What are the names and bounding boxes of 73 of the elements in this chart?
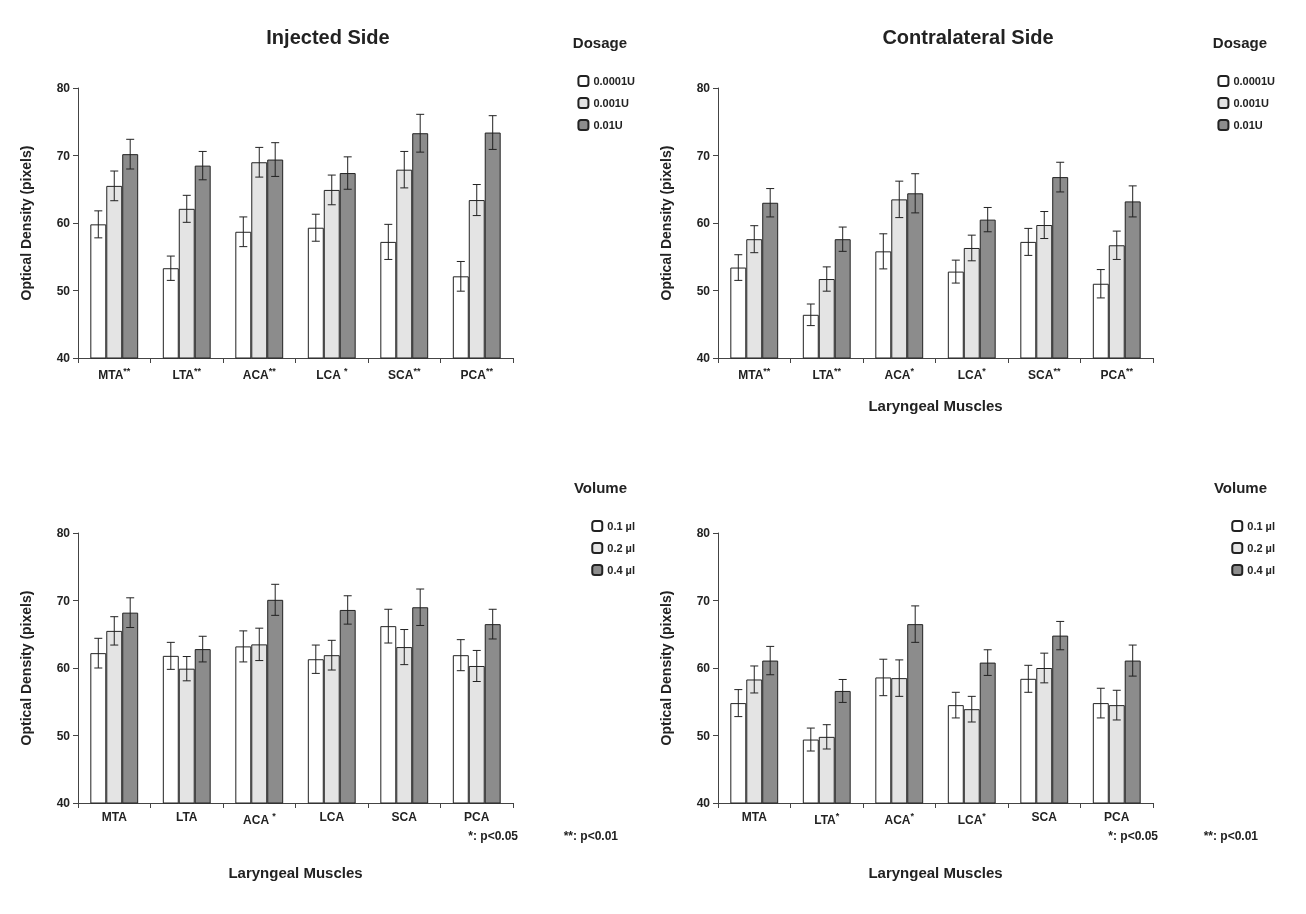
legend-label: 0.4 µl bbox=[1247, 564, 1276, 576]
y-tick-label: 40 bbox=[56, 351, 71, 365]
legend-title: Dosage bbox=[1212, 34, 1267, 51]
y-tick-label: 60 bbox=[56, 661, 71, 675]
y-tick-label: 60 bbox=[696, 661, 711, 675]
y-tick-label: 80 bbox=[56, 81, 71, 95]
x-tick-label: PCA bbox=[1104, 810, 1130, 824]
text: **: p<0.01 bbox=[1203, 829, 1259, 843]
y-tick-label: 50 bbox=[696, 283, 711, 298]
y-tick-label: 70 bbox=[56, 593, 71, 608]
x-tick-label: LTA** bbox=[812, 365, 842, 382]
x-tick-label: MTA** bbox=[98, 365, 131, 382]
legend-label: 0.2 µl bbox=[1247, 542, 1276, 554]
x-tick-label: LCA* bbox=[957, 810, 987, 827]
legend-label: 0.0001U bbox=[1233, 75, 1276, 87]
y-axis-title: Optical Density (pixels) bbox=[18, 590, 34, 746]
x-tick-label: PCA** bbox=[460, 365, 494, 382]
x-tick-label: SCA bbox=[391, 810, 418, 824]
y-tick-label: 50 bbox=[56, 728, 71, 743]
x-tick-label: LCA * bbox=[316, 365, 348, 382]
y-tick-label: 70 bbox=[696, 593, 711, 608]
y-tick-label: 60 bbox=[56, 216, 71, 230]
x-tick-label: ACA* bbox=[884, 365, 915, 382]
x-tick-label: ACA** bbox=[242, 365, 277, 382]
y-tick-label: 40 bbox=[696, 351, 711, 365]
legend-title: Dosage bbox=[572, 34, 627, 51]
y-tick-label: 70 bbox=[56, 148, 71, 163]
x-tick-label: ACA * bbox=[243, 810, 277, 827]
x-axis-title: Laryngeal Muscles bbox=[868, 864, 1003, 881]
y-tick-label: 50 bbox=[696, 728, 711, 743]
x-tick-label: SCA** bbox=[1028, 365, 1061, 382]
legend-label: 0.1 µl bbox=[1247, 520, 1276, 532]
y-axis-title: Optical Density (pixels) bbox=[658, 145, 674, 301]
y-axis-title: Optical Density (pixels) bbox=[18, 145, 34, 301]
legend-label: 0.0001U bbox=[593, 75, 636, 87]
legend-label: 0.4 µl bbox=[607, 564, 636, 576]
x-tick-label: ACA* bbox=[884, 810, 915, 827]
x-tick-label: MTA** bbox=[738, 365, 771, 382]
y-axis-title: Optical Density (pixels) bbox=[658, 590, 674, 746]
x-tick-label: PCA bbox=[464, 810, 490, 824]
legend-label: 0.001U bbox=[1233, 97, 1269, 109]
legend-title: Volume bbox=[1213, 479, 1268, 496]
legend-title: Volume bbox=[573, 479, 628, 496]
x-tick-label: PCA** bbox=[1100, 365, 1134, 382]
y-tick-label: 40 bbox=[696, 796, 711, 810]
legend-label: 0.01U bbox=[593, 119, 623, 131]
y-tick-label: 50 bbox=[56, 283, 71, 298]
text: **: p<0.01 bbox=[563, 829, 619, 843]
x-tick-label: LCA* bbox=[957, 365, 987, 382]
text: *: p<0.05 bbox=[1108, 829, 1159, 843]
x-axis-title: Laryngeal Muscles bbox=[228, 864, 363, 881]
x-tick-label: SCA** bbox=[388, 365, 421, 382]
x-axis-title: Laryngeal Muscles bbox=[868, 397, 1003, 414]
legend-label: 0.001U bbox=[593, 97, 629, 109]
y-tick-label: 80 bbox=[56, 526, 71, 540]
y-tick-label: 70 bbox=[696, 148, 711, 163]
y-tick-label: 60 bbox=[696, 216, 711, 230]
y-tick-label: 40 bbox=[56, 796, 71, 810]
y-tick-label: 80 bbox=[696, 81, 711, 95]
x-tick-label: SCA bbox=[1031, 810, 1058, 824]
chart-title: Injected Side bbox=[266, 26, 390, 48]
x-tick-label: LTA bbox=[175, 810, 198, 824]
text: *: p<0.05 bbox=[468, 829, 519, 843]
x-tick-label: MTA bbox=[101, 810, 128, 824]
x-tick-label: MTA bbox=[741, 810, 768, 824]
x-tick-label: LTA** bbox=[172, 365, 202, 382]
legend-label: 0.2 µl bbox=[607, 542, 636, 554]
legend-label: 0.01U bbox=[1233, 119, 1263, 131]
x-tick-label: LTA* bbox=[814, 810, 840, 827]
y-tick-label: 80 bbox=[696, 526, 711, 540]
legend-label: 0.1 µl bbox=[607, 520, 636, 532]
x-tick-label: LCA bbox=[319, 810, 345, 824]
chart-title: Contralateral Side bbox=[882, 26, 1054, 48]
